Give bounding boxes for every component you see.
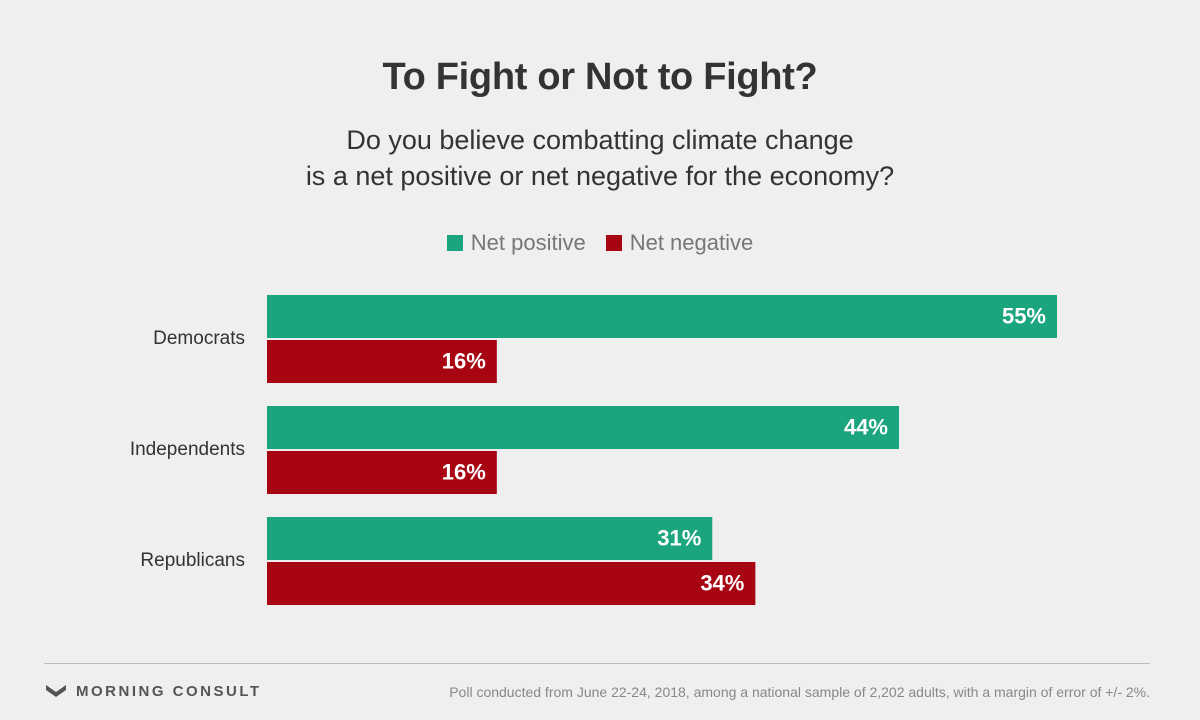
- bar-independents-net-negative: [267, 451, 497, 494]
- legend-item-net-positive: Net positive: [446, 230, 586, 256]
- bar-republicans-net-negative: [267, 562, 756, 605]
- subtitle-line-1: Do you believe combatting climate change: [346, 125, 854, 155]
- bar-democrats-net-positive: [267, 295, 1057, 338]
- brand-name: MORNING CONSULT: [76, 683, 262, 700]
- category-label-republicans: Republicans: [140, 550, 245, 571]
- chart-legend: Net positive Net negative: [0, 230, 1200, 256]
- data-label-independents-net-positive: 44%: [844, 414, 888, 439]
- legend-item-net-negative: Net negative: [605, 230, 754, 256]
- data-label-democrats-net-negative: 16%: [442, 348, 486, 373]
- subtitle-line-2: is a net positive or net negative for th…: [305, 161, 895, 191]
- data-label-democrats-net-positive: 55%: [1002, 303, 1046, 328]
- legend-swatch-net-positive: [446, 235, 463, 251]
- chart-title: To Fight or Not to Fight?: [382, 56, 818, 98]
- legend-label-net-positive: Net positive: [470, 230, 586, 255]
- data-label-republicans-net-negative: 34%: [700, 570, 744, 595]
- footnote: Poll conducted from June 22-24, 2018, am…: [449, 684, 1150, 700]
- bar-democrats-net-negative: [267, 340, 497, 383]
- chart-subtitle: Do you believe combatting climate change…: [0, 122, 1200, 194]
- bar-republicans-net-positive: [267, 517, 713, 560]
- data-label-independents-net-negative: 16%: [442, 459, 486, 484]
- category-label-democrats: Democrats: [153, 328, 245, 349]
- legend-swatch-net-negative: [605, 235, 622, 251]
- data-label-republicans-net-positive: 31%: [657, 525, 701, 550]
- category-label-independents: Independents: [130, 439, 245, 460]
- morning-consult-mark-icon: [46, 684, 66, 697]
- bar-independents-net-positive: [267, 406, 899, 449]
- legend-label-net-negative: Net negative: [629, 230, 754, 255]
- footer-divider: [44, 663, 1150, 664]
- brand-logo: MORNING CONSULT: [46, 683, 262, 700]
